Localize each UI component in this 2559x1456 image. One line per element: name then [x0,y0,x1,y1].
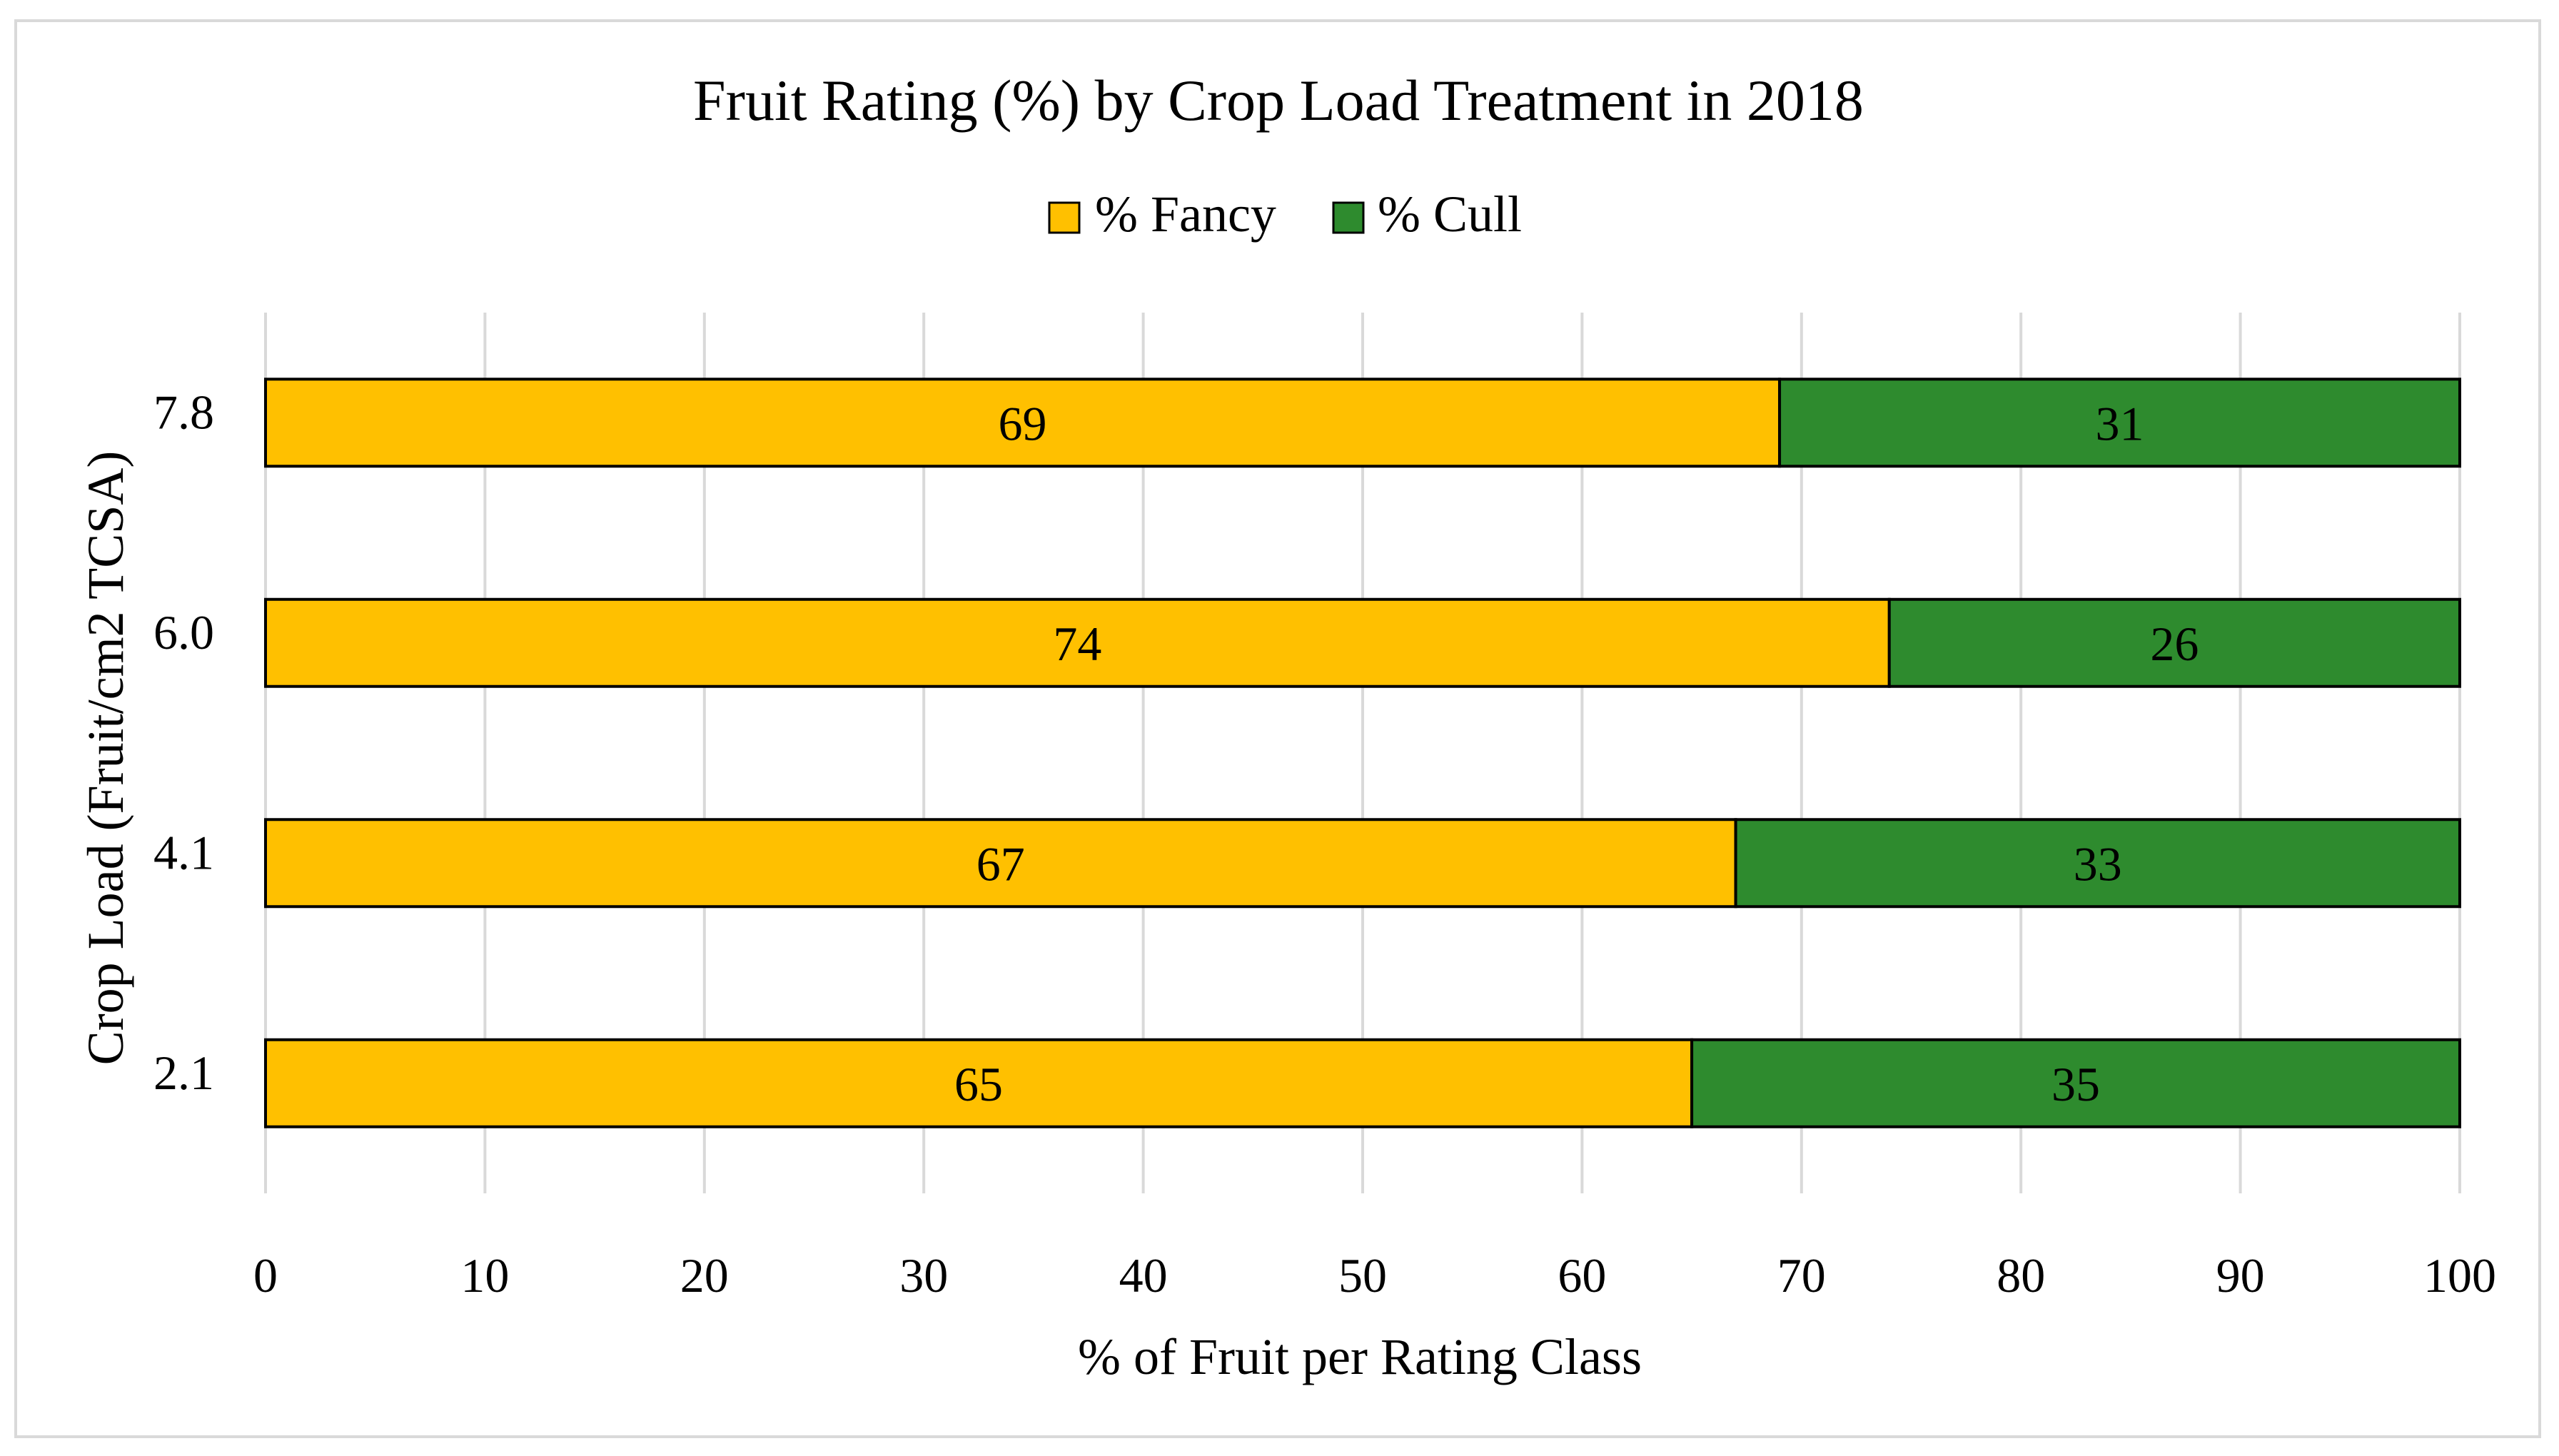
x-axis-title: % of Fruit per Rating Class [1078,1328,1642,1385]
legend-label-fancy: % Fancy [1095,186,1276,243]
x-tick-label: 30 [899,1248,948,1303]
bar-cull-7-8 [1778,378,2462,468]
data-label: 67 [976,836,1025,891]
legend-swatch-cull [1332,201,1365,234]
bar-labels: 65 35 67 33 74 26 69 31 [954,396,2199,1111]
legend-swatch-fancy [1048,201,1081,234]
y-tick-label: 6.0 [153,605,214,659]
x-tick-label: 20 [680,1248,729,1303]
x-tick-label: 0 [253,1248,278,1303]
data-label: 33 [2074,836,2122,891]
x-tick-labels: 0 10 20 30 40 50 60 70 80 90 100 [253,1248,2496,1303]
legend: % Fancy % Cull [1048,186,1522,243]
y-tick-label: 4.1 [153,825,214,879]
y-axis-title: Crop Load (Fruit/cm2 TCSA) [77,451,134,1066]
chart-frame [14,19,2541,1438]
bar-fancy-2-1 [264,1038,1694,1128]
x-tick-label: 90 [2216,1248,2265,1303]
bar-cull-4-1 [1734,818,2462,909]
legend-label-cull: % Cull [1378,186,1522,243]
x-tick-label: 10 [460,1248,509,1303]
y-tick-labels: 2.1 4.1 6.0 7.8 [153,385,214,1100]
x-tick-label: 100 [2423,1248,2496,1303]
bar-fancy-4-1 [264,818,1737,909]
data-label: 26 [2150,617,2199,671]
data-label: 74 [1053,617,1101,671]
x-tick-label: 40 [1119,1248,1168,1303]
chart-title: Fruit Rating (%) by Crop Load Treatment … [693,68,1864,133]
x-tick-label: 70 [1777,1248,1826,1303]
x-tick-label: 50 [1338,1248,1387,1303]
bar-cull-2-1 [1690,1038,2462,1128]
data-label: 31 [2096,396,2144,450]
data-label: 35 [2051,1057,2100,1111]
bar-fancy-6-0 [264,597,1891,688]
data-label: 69 [999,396,1047,450]
y-tick-label: 2.1 [153,1046,214,1100]
x-tick-label: 60 [1558,1248,1606,1303]
bars [264,378,2462,1128]
bar-cull-6-0 [1887,597,2461,688]
data-label: 65 [954,1057,1003,1111]
x-tick-label: 80 [1997,1248,2045,1303]
y-tick-label: 7.8 [153,385,214,439]
